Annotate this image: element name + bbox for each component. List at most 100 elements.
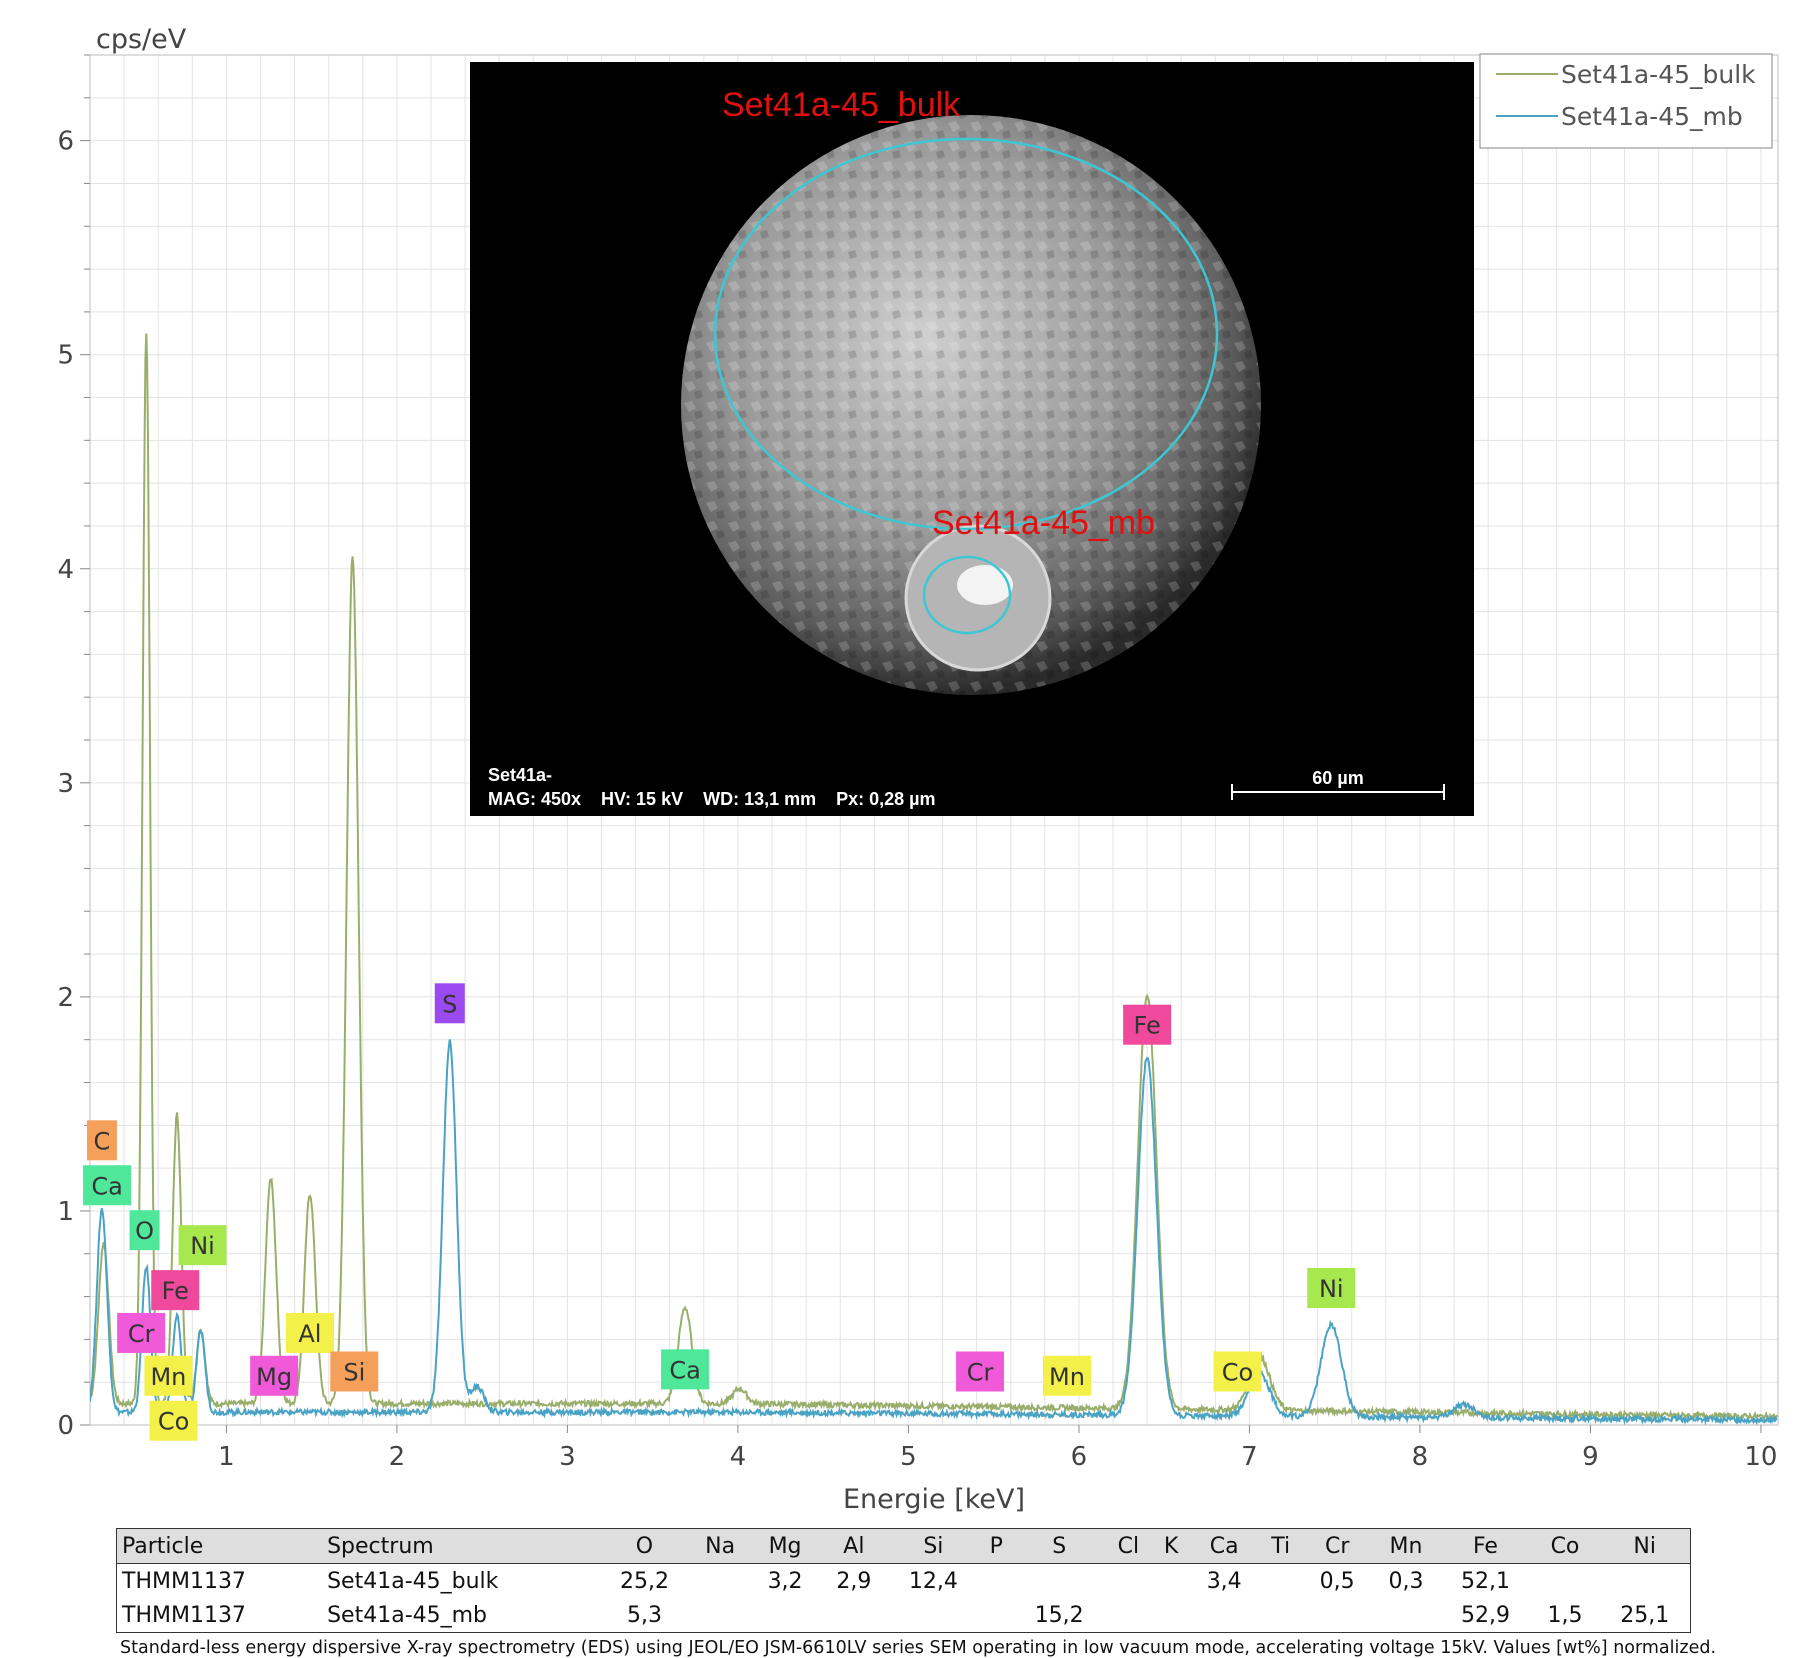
table-cell [1531,1564,1600,1599]
y-tick-label: 5 [57,341,74,371]
x-tick-label: 10 [1744,1442,1777,1472]
x-tick-label: 4 [730,1442,747,1472]
annotation-mb: Set41a-45_mb [932,504,1155,542]
series-line-Set41a-45_bulk [90,333,1778,1422]
table-header-cell: Spectrum [327,1533,434,1559]
legend-label-bulk: Set41a-45_bulk [1561,60,1756,89]
element-label-text: Co [1222,1358,1253,1386]
spectrum-series [90,333,1778,1425]
element-label-box [144,1355,193,1396]
table-header-cell: Mg [768,1533,802,1559]
element-label-text: Fe [162,1277,189,1305]
table-cell: THMM1137 [122,1568,246,1594]
table-cell: 0,5 [1319,1568,1355,1594]
scale-bar-label: 60 µm [1312,768,1363,788]
table-cell: 25,2 [619,1568,669,1594]
element-label-text: Fe [1133,1012,1160,1040]
element-label-text: S [442,990,457,1018]
table-cell: 12,4 [908,1568,958,1594]
element-label-box [956,1351,1005,1392]
element-label-text: Mn [1049,1363,1085,1391]
sem-parameters: MAG: 450x HV: 15 kV WD: 13,1 mm Px: 0,28… [488,789,936,809]
element-label-box [434,983,465,1024]
composition-table: Particle Spectrum O Na Mg Al Si P S Cl K Ca Ti Cr Mn Fe… [116,1528,1691,1633]
y-tick-label: 0 [57,1411,74,1441]
element-label-box [117,1312,166,1353]
table-header-cell: S [1052,1533,1067,1559]
table-header-row: Particle Spectrum O Na Mg Al Si P S Cl K Ca Ti Cr Mn Fe… [116,1528,1691,1564]
table-cell: 52,9 [1460,1602,1510,1628]
y-tick-label: 3 [57,769,74,799]
legend: Set41a-45_bulk Set41a-45_mb [1479,53,1773,149]
table-header-cell: Cr [1324,1533,1350,1559]
element-label-text: Cr [967,1358,994,1386]
table-cell [1259,1598,1303,1633]
table-cell: 3,2 [767,1568,803,1594]
element-label-box [250,1355,299,1396]
element-label-box [1213,1351,1262,1392]
y-tick-label: 2 [57,983,74,1013]
element-label-text: Mn [150,1363,186,1391]
element-label-text: Si [343,1358,365,1386]
table-header-cell: Ti [1271,1533,1291,1559]
table-cell [978,1564,1014,1599]
table-cell [751,1598,820,1633]
table-cell [888,1598,978,1633]
table-cell [690,1564,751,1599]
table-cell [1014,1564,1104,1599]
table-cell [1599,1564,1690,1599]
table-cell: THMM1137 [122,1602,246,1628]
element-label-box [330,1351,379,1392]
x-tick-label: 5 [900,1442,917,1472]
series-line-Set41a-45_mb [90,1039,1778,1425]
table-header-cell: Ni [1633,1533,1656,1559]
table-cell [1152,1598,1189,1633]
element-label-text: Ni [1319,1275,1344,1303]
table-cell [1104,1564,1152,1599]
element-label-text: Co [158,1408,189,1436]
element-label-text: Ni [190,1232,215,1260]
table-cell: 1,5 [1547,1602,1583,1628]
table-row: THMM1137 Set41a-45_mb 5,3 15,2 52,9 1,5 25,1 [117,1598,1691,1633]
element-label-box [1123,1004,1172,1045]
element-label-box [151,1270,200,1311]
table-cell [1190,1598,1259,1633]
element-label-box [178,1225,227,1266]
table-cell: 52,1 [1460,1568,1510,1594]
table-cell [690,1598,751,1633]
table-header-cell: Cl [1117,1533,1140,1559]
table-cell [819,1598,888,1633]
table-cell: Set41a-45_bulk [327,1568,499,1594]
annotation-bulk: Set41a-45_bulk [722,86,961,124]
element-label-box [86,1120,117,1161]
table-header-cell: O [635,1533,654,1559]
x-tick-label: 8 [1412,1442,1429,1472]
table-cell: 5,3 [626,1602,662,1628]
x-tick-label: 6 [1071,1442,1088,1472]
table-cell [1372,1598,1441,1633]
x-axis-title: Energie [keV] [843,1484,1025,1515]
element-label-box [129,1210,160,1251]
table-cell: 3,4 [1206,1568,1242,1594]
particle-surface-texture [681,115,1261,695]
element-label-text: Cr [128,1320,155,1348]
table-cell [1303,1598,1372,1633]
table-header-cell: Fe [1472,1533,1498,1559]
x-tick-label: 9 [1582,1442,1599,1472]
table-cell [1259,1564,1303,1599]
table-header-cell: Na [705,1533,736,1559]
table-header-cell: Al [843,1533,865,1559]
legend-box [1479,53,1773,149]
element-label-box [149,1400,198,1441]
bulk-measurement-region [713,137,1219,531]
table-cell: 2,9 [836,1568,872,1594]
table-header-cell: Si [923,1533,944,1559]
x-tick-label: 7 [1241,1442,1258,1472]
mb-measurement-region [922,555,1012,635]
x-tick-label: 2 [389,1442,406,1472]
table-cell: Set41a-45_mb [327,1602,488,1628]
table-header-cell: Particle [122,1533,204,1559]
element-label-box [661,1349,710,1390]
y-tick-label: 4 [57,555,74,585]
table-cell: 25,1 [1620,1602,1670,1628]
